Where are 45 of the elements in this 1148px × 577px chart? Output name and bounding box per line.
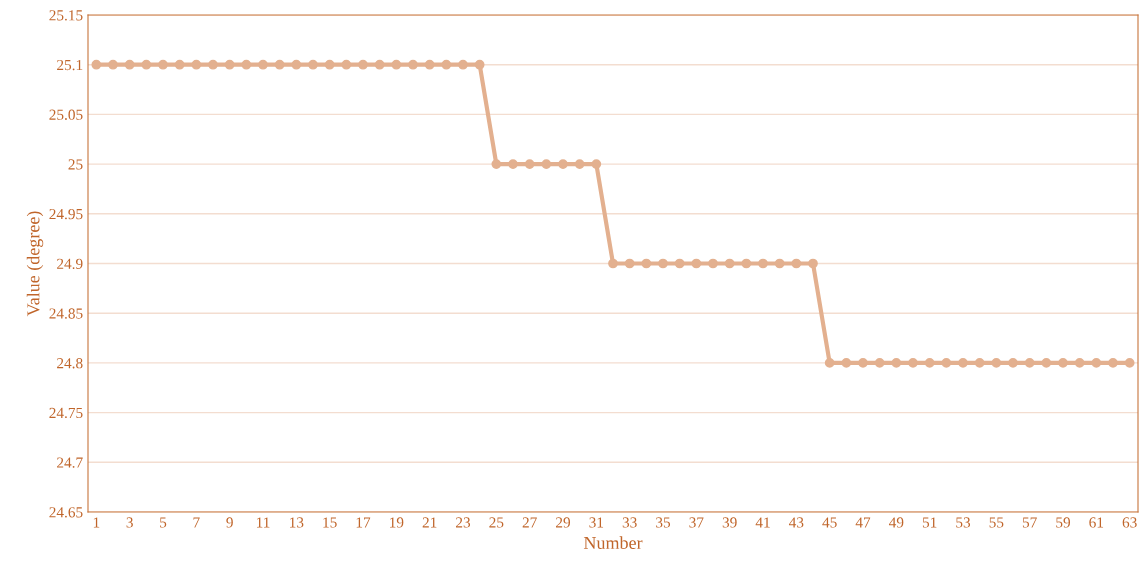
y-axis-title: Value (degree) <box>26 211 44 317</box>
x-tick-label: 31 <box>589 517 604 528</box>
x-tick-label: 5 <box>160 517 167 528</box>
x-tick-label: 53 <box>956 517 971 528</box>
x-tick-label: 39 <box>722 517 737 528</box>
x-tick-label: 55 <box>989 517 1004 528</box>
y-tick-label: 24.8 <box>57 358 83 369</box>
x-tick-label: 61 <box>1089 517 1104 528</box>
x-tick-label: 3 <box>126 517 133 528</box>
x-axis-title: Number <box>583 536 643 549</box>
y-tick-label: 24.7 <box>57 457 83 468</box>
x-tick-label: 7 <box>193 517 200 528</box>
x-tick-label: 37 <box>689 517 704 528</box>
y-tick-label: 25.1 <box>57 59 83 71</box>
y-tick-label: 25.05 <box>49 109 83 120</box>
x-tick-label: 59 <box>1056 517 1071 528</box>
x-tick-label: 1 <box>93 517 100 528</box>
x-tick-label: 23 <box>456 517 471 528</box>
x-tick-label: 51 <box>922 517 937 528</box>
x-tick-label: 15 <box>323 517 337 528</box>
x-tick-label: 45 <box>822 517 837 528</box>
y-tick-label: 24.75 <box>49 407 83 419</box>
x-tick-label: 11 <box>256 517 270 528</box>
x-tick-label: 13 <box>290 517 304 528</box>
x-tick-label: 47 <box>855 517 871 528</box>
x-tick-label: 63 <box>1122 517 1137 528</box>
x-tick-label: 41 <box>755 517 770 528</box>
y-tick-label: 25 <box>68 159 83 170</box>
x-tick-label: 29 <box>556 517 571 528</box>
x-tick-label: 27 <box>522 517 537 528</box>
y-tick-label: 24.9 <box>57 258 83 270</box>
x-tick-label: 9 <box>226 517 233 528</box>
x-tick-label: 49 <box>888 517 904 528</box>
x-tick-label: 43 <box>788 517 804 528</box>
x-tick-label: 17 <box>356 517 371 528</box>
x-tick-label: 19 <box>390 517 404 528</box>
x-tick-label: 21 <box>422 517 437 528</box>
y-tick-label: 24.65 <box>49 507 83 518</box>
y-tick-label: 24.85 <box>49 308 83 319</box>
x-tick-label: 25 <box>489 517 504 528</box>
x-tick-label: 35 <box>656 517 671 528</box>
x-tick-label: 57 <box>1022 517 1037 528</box>
y-tick-label: 24.95 <box>49 208 83 220</box>
y-tick-label: 25.15 <box>49 10 83 21</box>
x-tick-label: 33 <box>622 517 637 528</box>
